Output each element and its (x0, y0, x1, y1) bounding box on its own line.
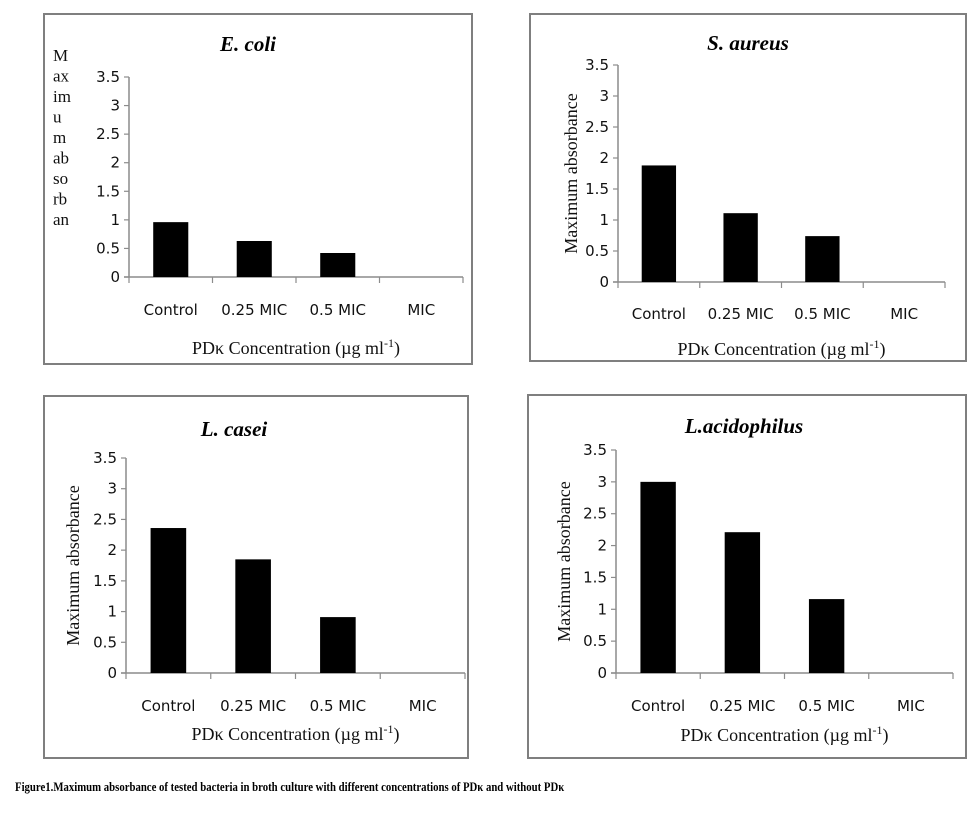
y-tick-label: 3.5 (585, 56, 609, 74)
x-category-label: 0.5 MIC (310, 301, 366, 319)
y-axis-label-fragment: u (53, 108, 62, 127)
x-axis-label: PDκ Concentration (µg ml-1) (192, 336, 400, 359)
bar (320, 253, 356, 277)
chart-title: E. coli (219, 32, 276, 56)
y-tick-label: 0 (107, 664, 117, 682)
bar (641, 165, 677, 282)
y-tick-label: 2 (110, 154, 120, 172)
bar (805, 236, 840, 282)
y-tick-label: 1.5 (93, 572, 117, 590)
x-category-label: Control (632, 305, 686, 323)
chart-panel-lcasei: L. casei 0 0.5 1 1.5 2 2.5 3 3.5 Control 0.25 MIC 0… (43, 395, 469, 759)
chart-title: L.acidophilus (684, 414, 803, 438)
y-axis-label: Maximum absorbance (63, 485, 83, 645)
y-tick-label: 1.5 (585, 180, 609, 198)
x-axis-label: PDκ Concentration (µg ml-1) (192, 722, 400, 745)
x-category-label: 0.25 MIC (709, 697, 775, 715)
y-tick-label: 1 (107, 603, 117, 621)
x-category-label: Control (141, 697, 195, 715)
y-tick-label: 3.5 (93, 449, 117, 467)
x-category-label: MIC (409, 697, 437, 715)
bar (153, 222, 189, 277)
y-tick-label: 0 (597, 664, 607, 682)
bar (150, 528, 187, 673)
y-axis-label-fragment: rb (53, 190, 67, 209)
x-category-label: MIC (407, 301, 435, 319)
y-tick-label: 3.5 (583, 441, 607, 459)
y-tick-label: 0.5 (96, 239, 120, 257)
y-tick-label: 0.5 (585, 242, 609, 260)
y-tick-label: 1.5 (583, 568, 607, 586)
y-axis-label-fragment: M (53, 46, 68, 65)
x-category-label: 0.25 MIC (220, 697, 286, 715)
y-tick-label: 2.5 (585, 118, 609, 136)
chart-panel-saureus: S. aureus 0 0.5 1 1.5 2 2.5 3 3.5 Control 0.25 MIC… (529, 13, 967, 362)
x-category-label: MIC (897, 697, 925, 715)
x-category-label: 0.5 MIC (798, 697, 854, 715)
y-tick-label: 2.5 (93, 510, 117, 528)
y-tick-label: 2 (599, 149, 609, 167)
y-tick-label: 0.5 (583, 632, 607, 650)
bar (235, 559, 271, 673)
y-tick-label: 1 (110, 211, 120, 229)
y-tick-label: 3 (599, 87, 609, 105)
y-tick-label: 0.5 (93, 633, 117, 651)
x-category-label: Control (631, 697, 685, 715)
y-tick-label: 3 (110, 97, 120, 115)
y-axis-label-fragment: m (53, 128, 66, 147)
bar (723, 213, 758, 282)
figure-caption: Figure1.Maximum absorbance of tested bac… (15, 780, 565, 794)
bar (724, 532, 761, 673)
y-tick-label: 2.5 (583, 505, 607, 523)
chart-title: L. casei (200, 417, 268, 441)
x-category-label: Control (144, 301, 198, 319)
y-tick-label: 3 (597, 473, 607, 491)
y-axis-label-fragment: ab (53, 149, 69, 168)
y-tick-label: 2 (597, 537, 607, 555)
bar (236, 241, 272, 277)
y-tick-label: 3.5 (96, 68, 120, 86)
y-axis-label-fragment: ax (53, 67, 70, 86)
y-axis-label: Maximum absorbance (561, 93, 581, 253)
bar (320, 617, 356, 673)
y-axis-label-fragment: im (53, 87, 71, 106)
chart-panel-lacidophilus: L.acidophilus 0 0.5 1 1.5 2 2.5 3 3.5 Control 0.25… (527, 394, 967, 759)
x-category-label: 0.25 MIC (708, 305, 774, 323)
y-tick-label: 1.5 (96, 182, 120, 200)
x-axis-label: PDκ Concentration (µg ml-1) (678, 337, 886, 360)
x-category-label: 0.25 MIC (221, 301, 287, 319)
y-tick-label: 1 (599, 211, 609, 229)
y-axis-label-fragment: so (53, 169, 68, 188)
y-axis-label-fragment: an (53, 210, 70, 229)
bar (640, 481, 676, 673)
y-tick-label: 2 (107, 541, 117, 559)
y-tick-label: 1 (597, 600, 607, 618)
y-axis-label: Maximum absorbance (554, 481, 574, 641)
y-tick-label: 0 (110, 268, 120, 286)
x-category-label: 0.5 MIC (794, 305, 850, 323)
x-axis-label: PDκ Concentration (µg ml-1) (681, 723, 889, 746)
chart-title: S. aureus (707, 31, 789, 55)
x-category-label: 0.5 MIC (310, 697, 366, 715)
chart-panel-ecoli: E. coli 0 0.5 1 1.5 2 2.5 3 3.5 Control 0.25 MIC 0.… (43, 13, 473, 365)
y-tick-label: 3 (107, 480, 117, 498)
y-tick-label: 0 (599, 273, 609, 291)
bar (808, 599, 845, 673)
y-tick-label: 2.5 (96, 125, 120, 143)
x-category-label: MIC (890, 305, 918, 323)
